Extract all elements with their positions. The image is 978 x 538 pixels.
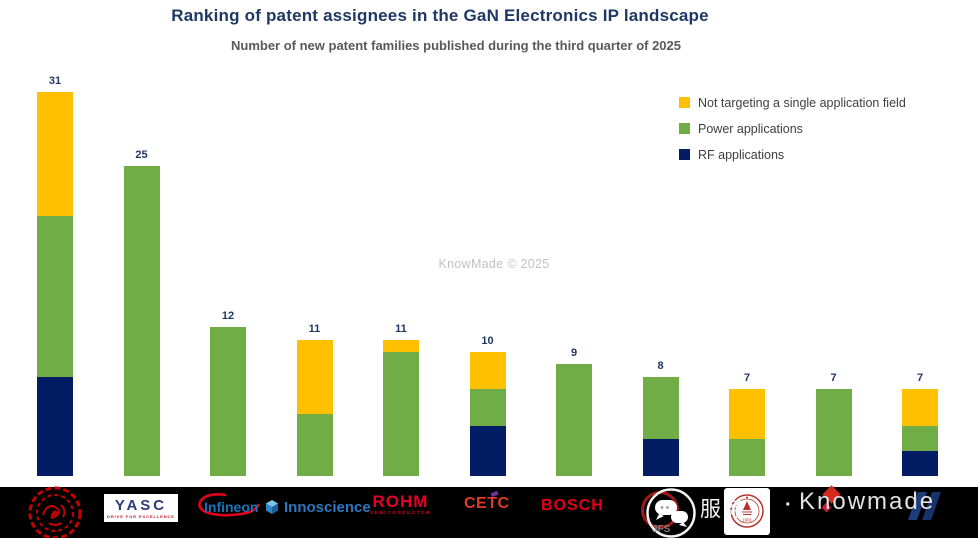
chart-title: Ranking of patent assignees in the GaN E… [171,6,709,25]
watermark-separator-dot: · [785,494,792,516]
assignee-logo-2: YASC DRIVE FOR EXCELLENCE [104,494,178,522]
innoscience-logo: Innoscience [264,499,371,516]
legend-label: Power applications [698,121,803,136]
bar-value-label: 7 [830,372,837,385]
bar-segment [37,376,73,476]
bar-segment [123,166,160,476]
bar-5 [383,339,419,476]
bar-segment [37,215,73,377]
chat-bubbles-icon: JFS [645,487,697,538]
bar-value-label: 9 [570,347,578,360]
rohm-logo-tagline: SEMICONDUCTOR [370,510,431,515]
bar-segment [815,389,852,476]
bar-segment [642,376,679,439]
bar-value-label: 31 [48,74,62,87]
watermark-cn-text: 服务 [700,498,746,521]
assignee-logo-1 [27,485,83,538]
bar-value-label: 7 [743,372,751,385]
svg-text:JFS: JFS [652,524,671,535]
bar-3 [210,327,246,476]
infineon-swoosh-icon [198,493,260,517]
bar-11 [902,389,938,476]
bar-segment [469,352,506,390]
rohm-logo-text: ROHM [372,492,429,511]
watermark-brand-text: Knowmade [799,488,936,515]
legend-item-power: Power applications [679,121,906,136]
yasc-logo-tagline: DRIVE FOR EXCELLENCE [107,513,175,519]
assignee-logo-9: 1901 [724,488,770,535]
bar-segment [469,389,506,427]
bar-segment [556,364,592,476]
bar-9 [729,389,765,476]
bar-segment [902,389,938,427]
university-seal-icon: 1901 [730,493,764,528]
bar-segment [383,352,419,476]
cetc-logo-text: CETC [464,495,510,512]
university-seal-logo: 1901 [724,488,770,535]
legend-swatch-yellow [679,97,690,108]
knowmade-watermark: KnowMade © 2025 [438,257,550,271]
bar-segment [729,389,765,439]
bar-segment [296,414,333,476]
legend-swatch-navy [679,149,690,160]
assignee-logo-11 [898,486,942,524]
legend-label: Not targeting a single application field [698,95,906,110]
assignee-logo-5: ROHM SEMICONDUCTOR [370,493,431,516]
bar-segment [469,426,506,476]
bar-segment [210,327,246,476]
bar-4 [296,339,333,476]
assignee-logo-3: Infineon [195,492,261,520]
bar-value-label: 11 [308,322,321,335]
legend: Not targeting a single application field… [679,96,906,174]
red-seal-icon [28,486,82,538]
yasc-logo: YASC DRIVE FOR EXCELLENCE [104,494,178,522]
innoscience-cube-icon [266,500,278,514]
chart-subtitle: Number of new patent families published … [231,38,681,53]
bar-segment [37,91,73,216]
svg-text:1901: 1901 [742,517,753,522]
bar-10 [815,389,852,476]
blue-logo-icon [908,492,941,520]
assignee-logo-6: CETC [464,490,510,513]
innoscience-logo-text: Innoscience [284,499,371,516]
bar-segment [729,438,765,476]
infineon-logo-text: Infineon [204,499,259,515]
bar-segment [902,426,938,452]
bar-value-label: 10 [481,335,494,347]
cetc-logo: CETC [464,490,510,513]
bar-segment [383,339,419,352]
rohm-logo: ROHM SEMICONDUCTOR [370,493,431,516]
assignee-logo-7: BOSCH [541,497,604,515]
legend-item-rf: RF applications [679,147,906,162]
bar-6 [469,352,506,476]
yasc-logo-text: YASC [114,496,168,514]
bar-segment [642,438,679,476]
bar-value-label: 8 [657,359,664,372]
bar-segment [902,451,938,476]
infineon-logo: Infineon [195,492,261,520]
bar-value-label: 12 [221,310,235,323]
bar-7 [556,364,592,476]
bar-8 [642,376,679,476]
bosch-logo: BOSCH [541,497,604,514]
bar-value-label: 7 [916,372,924,385]
legend-item-not-targeting: Not targeting a single application field [679,95,906,110]
legend-swatch-green [679,123,690,134]
bar-1 [37,91,73,476]
bar-value-label: 25 [135,149,148,161]
bar-2 [123,166,160,476]
legend-label: RF applications [698,147,785,162]
bar-segment [296,339,333,414]
bar-value-label: 11 [395,322,407,335]
assignee-logo-4: Innoscience [264,499,371,516]
